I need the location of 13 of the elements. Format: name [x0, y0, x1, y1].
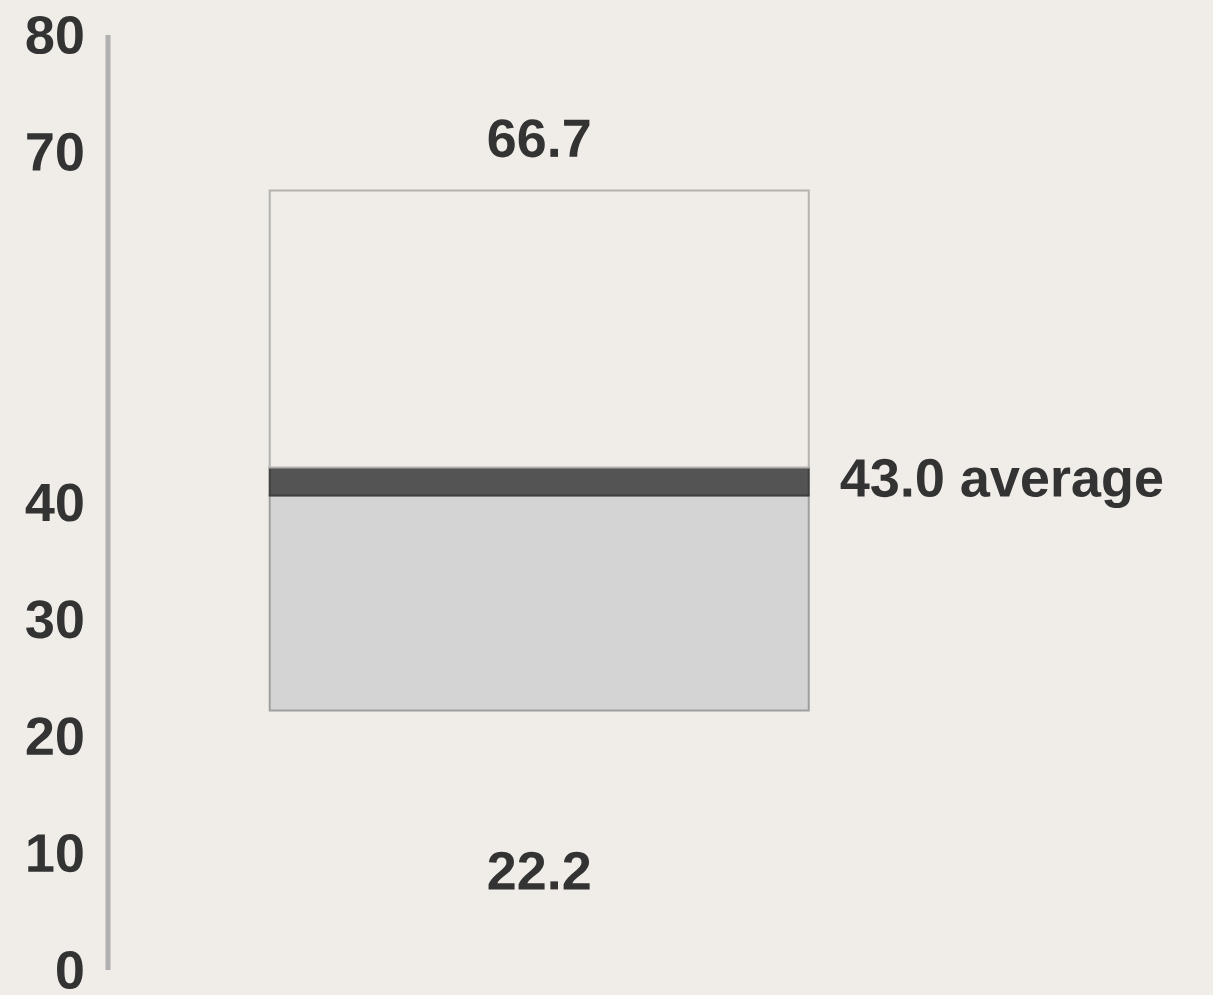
bar [268, 189, 810, 469]
y-tick-label: 10 [28, 834, 83, 873]
y-tick-label: 20 [26, 717, 83, 756]
annotation: 22.2 [488, 851, 590, 890]
annotation: 43.0 average [840, 458, 1163, 509]
y-tick-label: 40 [25, 483, 83, 522]
y-tick-label: 0 [57, 950, 83, 990]
annotation: 66.7 [488, 119, 590, 158]
y-tick-label: 70 [27, 132, 83, 172]
bar [268, 466, 810, 497]
bar [268, 494, 810, 712]
y-tick-label: 80 [26, 16, 83, 55]
y-tick-label: 30 [26, 600, 83, 639]
